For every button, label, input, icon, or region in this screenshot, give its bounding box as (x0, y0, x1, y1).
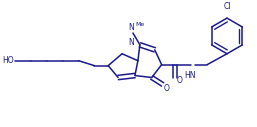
Text: N: N (128, 22, 134, 31)
Text: HN: HN (185, 71, 196, 80)
Text: HO: HO (2, 56, 14, 65)
Text: O: O (164, 84, 170, 93)
Text: Cl: Cl (223, 2, 231, 11)
Text: O: O (177, 76, 182, 85)
Text: N: N (128, 38, 134, 47)
Text: Me: Me (135, 22, 144, 27)
